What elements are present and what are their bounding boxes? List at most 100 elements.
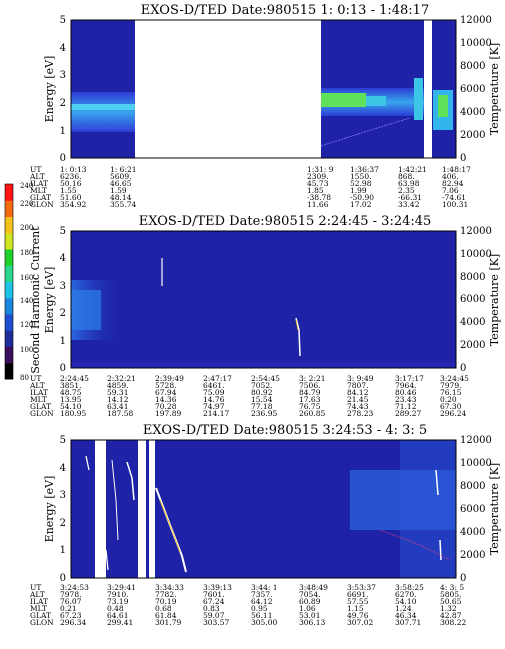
tick-left: 4 <box>60 253 66 264</box>
cell: 305.00 <box>251 618 277 627</box>
cell: 52.98 <box>350 179 372 188</box>
colorbar: 80 100 120 140 160 180 200 220 240 Secon… <box>4 182 42 382</box>
tick-right: 6000 <box>460 294 485 305</box>
panel-2-y-axis: Energy [eV] 0 1 2 3 4 5 0 2000 4000 6000… <box>43 226 501 374</box>
cell: 1550. <box>350 172 371 181</box>
cell: -38.78 <box>307 193 331 202</box>
cell: 82.94 <box>442 179 464 188</box>
cell: 868. <box>398 172 415 181</box>
tick-left: 1 <box>60 336 66 347</box>
colorbar-band <box>5 265 13 282</box>
panel-3-ylabel-right: Temperature [K] <box>488 463 501 555</box>
panel-3-plot-area <box>71 440 456 578</box>
cell: 49.76 <box>347 611 369 620</box>
tick-right: 10000 <box>460 458 492 469</box>
cell: 3:48:49 <box>299 583 328 592</box>
tick-right: 12000 <box>460 226 492 237</box>
cell: 260.85 <box>299 409 325 418</box>
cell: 46.34 <box>395 611 417 620</box>
colorbar-tick: 80 <box>20 374 29 382</box>
tick-right: 2000 <box>460 340 485 351</box>
cell: 1:31: 9 <box>307 165 334 174</box>
cell: 0.95 <box>251 604 268 613</box>
cell: 7357. <box>251 590 272 599</box>
tick-left: 3 <box>60 281 66 292</box>
cell: 3:39:13 <box>203 583 232 592</box>
cell: 59.31 <box>107 388 128 397</box>
tick-left: 0 <box>60 573 66 584</box>
cell: 5609. <box>110 172 131 181</box>
cell: 64.61 <box>107 611 128 620</box>
panel-2-frame <box>70 230 457 369</box>
tick-right: 6000 <box>460 84 485 95</box>
cell: 6236. <box>60 172 81 181</box>
colorbar-tick: 100 <box>20 346 33 354</box>
cell: 73.19 <box>107 597 129 606</box>
row-label: GLAT <box>30 193 51 202</box>
panel-1-title: EXOS-D/TED Date:980515 1: 0:13 - 1:48:17 <box>141 3 429 18</box>
cell: 3:53:37 <box>347 583 376 592</box>
cell: 7979. <box>440 381 461 390</box>
tick-right: 10000 <box>460 249 492 260</box>
cell: 80.46 <box>395 388 417 397</box>
row-label: MLT <box>30 395 47 404</box>
row-label: MLT <box>30 186 47 195</box>
panel-3-table: UT ALT ILAT MLT GLAT GLON 3:24:53 7978. … <box>29 583 466 627</box>
tick-right: 0 <box>460 573 466 584</box>
cell: -66.31 <box>398 193 422 202</box>
cell: 1: 0:13 <box>60 165 87 174</box>
cell: 42.87 <box>440 611 462 620</box>
cell: 100.31 <box>442 200 468 209</box>
cell: 50.65 <box>440 597 462 606</box>
panel-3: EXOS-D/TED Date:980515 3:24:53 - 4: 3: 5… <box>29 423 501 627</box>
tick-right: 6000 <box>460 504 485 515</box>
cell: 13.95 <box>60 395 82 404</box>
cell: 48.75 <box>60 388 82 397</box>
cell: 7978. <box>60 590 81 599</box>
tick-left: 0 <box>60 153 66 164</box>
cell: 74.43 <box>347 402 369 411</box>
panel-1-frame <box>70 19 457 159</box>
panel-1-y-axis: Energy [eV] 0 1 2 3 4 5 0 2000 4000 6000… <box>43 15 501 164</box>
cell: 21.45 <box>347 395 369 404</box>
cell: 15.54 <box>251 395 273 404</box>
cell: 3851. <box>60 381 81 390</box>
colorbar-tick: 180 <box>20 249 33 257</box>
cell: 80.92 <box>251 388 273 397</box>
cell: 289.27 <box>395 409 421 418</box>
colorbar-band <box>5 297 13 315</box>
tick-left: 5 <box>60 15 66 26</box>
row-label: ILAT <box>30 597 48 606</box>
tick-right: 4000 <box>460 317 485 328</box>
tick-left: 4 <box>60 463 66 474</box>
panel-2-plot-area <box>71 231 456 368</box>
tick-left: 3 <box>60 490 66 501</box>
row-label: ALT <box>29 590 45 599</box>
cell: 0.21 <box>60 604 77 613</box>
panel-1-table: UT ALT ILAT MLT GLAT GLON 1: 0:13 6236. … <box>29 165 471 209</box>
cell: 64.12 <box>251 597 273 606</box>
tick-right: 8000 <box>460 61 485 72</box>
row-label: UT <box>30 165 41 174</box>
colorbar-band <box>5 216 13 234</box>
cell: 67.24 <box>203 597 225 606</box>
cell: 71.12 <box>395 402 417 411</box>
cell: 7782. <box>155 590 176 599</box>
cell: 236.95 <box>251 409 277 418</box>
cell: 7807. <box>347 381 368 390</box>
cell: 57.55 <box>347 597 369 606</box>
cell: 1.85 <box>307 186 324 195</box>
tick-right: 4000 <box>460 527 485 538</box>
cell: 296.24 <box>440 409 466 418</box>
cell: 74.97 <box>203 402 225 411</box>
cell: 0.83 <box>203 604 220 613</box>
cell: 1.24 <box>395 604 412 613</box>
cell: 214.17 <box>203 409 229 418</box>
cell: 23.43 <box>395 395 417 404</box>
colorbar-band <box>5 330 13 347</box>
row-label: GLON <box>30 200 54 209</box>
colorbar-band <box>5 200 13 217</box>
cell: 1:48:17 <box>442 165 471 174</box>
tick-left: 3 <box>60 70 66 81</box>
cell: 14.36 <box>155 395 177 404</box>
